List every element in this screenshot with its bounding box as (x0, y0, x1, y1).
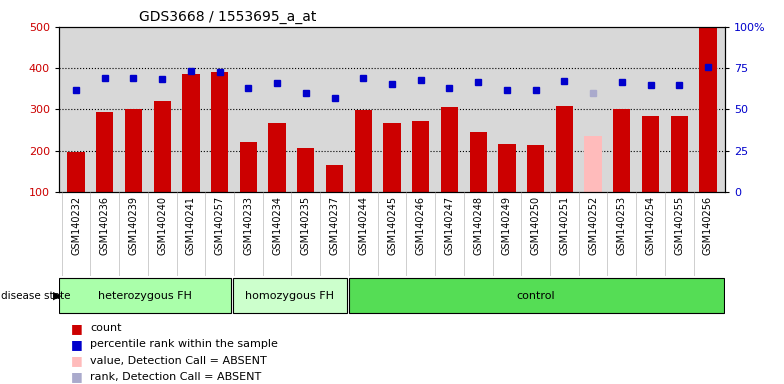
Bar (297, 148, 314, 192)
Text: GSM140249: GSM140249 (502, 196, 512, 255)
Text: homozygous FH: homozygous FH (245, 291, 334, 301)
Text: ■: ■ (71, 370, 82, 383)
Text: GSM140241: GSM140241 (186, 196, 196, 255)
Text: GSM140237: GSM140237 (329, 196, 339, 255)
Bar (96, 113, 114, 192)
Bar (441, 108, 458, 192)
Text: count: count (90, 323, 122, 333)
Bar (268, 123, 285, 192)
Text: GSM140246: GSM140246 (416, 196, 426, 255)
Bar (613, 109, 630, 192)
Text: rank, Detection Call = ABSENT: rank, Detection Call = ABSENT (90, 372, 261, 382)
Text: GSM140256: GSM140256 (703, 196, 713, 255)
FancyBboxPatch shape (233, 278, 347, 313)
Bar (211, 72, 228, 192)
Text: heterozygous FH: heterozygous FH (98, 291, 192, 301)
Text: ■: ■ (71, 322, 82, 335)
Text: ■: ■ (71, 338, 82, 351)
FancyBboxPatch shape (349, 278, 724, 313)
Text: GSM140248: GSM140248 (474, 196, 483, 255)
Text: ■: ■ (71, 354, 82, 367)
Bar (67, 152, 85, 192)
Bar (154, 101, 171, 192)
Text: GSM140255: GSM140255 (674, 196, 684, 255)
Text: control: control (517, 291, 555, 301)
Bar (556, 106, 573, 192)
Text: GSM140235: GSM140235 (301, 196, 310, 255)
Text: GSM140250: GSM140250 (531, 196, 541, 255)
Bar (183, 74, 200, 192)
Bar (499, 144, 516, 192)
Text: disease state: disease state (1, 291, 71, 301)
Bar (470, 132, 487, 192)
Text: GSM140232: GSM140232 (71, 196, 81, 255)
Bar (642, 116, 659, 192)
Text: percentile rank within the sample: percentile rank within the sample (90, 339, 278, 349)
Text: GSM140240: GSM140240 (158, 196, 167, 255)
Text: GSM140257: GSM140257 (215, 196, 225, 255)
Text: value, Detection Call = ABSENT: value, Detection Call = ABSENT (90, 356, 267, 366)
Text: GSM140253: GSM140253 (617, 196, 626, 255)
Bar (584, 136, 601, 192)
Text: GSM140251: GSM140251 (559, 196, 569, 255)
Bar (383, 122, 401, 192)
Bar (125, 109, 142, 192)
Text: GSM140236: GSM140236 (100, 196, 110, 255)
Bar (354, 110, 372, 192)
Bar (240, 142, 257, 192)
Text: GSM140245: GSM140245 (387, 196, 397, 255)
Text: GSM140239: GSM140239 (129, 196, 139, 255)
Text: GSM140234: GSM140234 (272, 196, 282, 255)
Text: GSM140252: GSM140252 (588, 196, 598, 255)
Bar (670, 116, 688, 192)
Text: GSM140244: GSM140244 (358, 196, 368, 255)
Text: GDS3668 / 1553695_a_at: GDS3668 / 1553695_a_at (139, 10, 316, 25)
Bar (527, 146, 544, 192)
Bar (699, 28, 717, 192)
Text: GSM140247: GSM140247 (445, 196, 455, 255)
Bar (326, 165, 343, 192)
Text: GSM140233: GSM140233 (243, 196, 253, 255)
Text: ▶: ▶ (53, 291, 62, 301)
FancyBboxPatch shape (59, 278, 231, 313)
Text: GSM140254: GSM140254 (645, 196, 655, 255)
Bar (412, 121, 430, 192)
